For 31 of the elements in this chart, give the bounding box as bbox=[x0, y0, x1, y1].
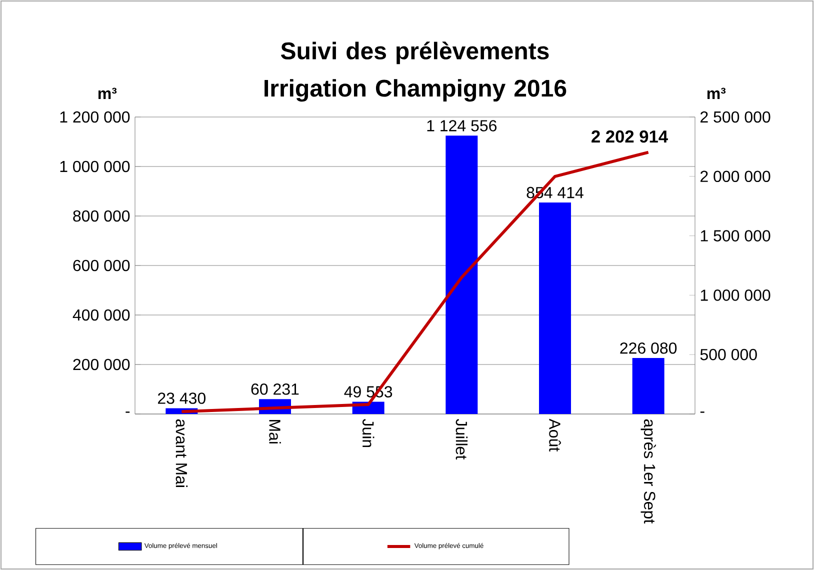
x-tick-label: Juin bbox=[362, 418, 374, 448]
y-tick-label: 1 200 000 bbox=[60, 111, 130, 123]
y-axis-title: m³ bbox=[98, 88, 117, 99]
x-tick-label: Juillet bbox=[456, 418, 468, 460]
y2-tick-label: 500 000 bbox=[700, 348, 757, 360]
y2-tick-label: - bbox=[700, 412, 704, 413]
y2-tick-label: 1 500 000 bbox=[700, 230, 770, 242]
y2-tick-label: 2 500 000 bbox=[700, 111, 770, 123]
y2-tick-label: 1 000 000 bbox=[700, 290, 770, 301]
data-label: 1 124 556 bbox=[427, 120, 497, 132]
x-tick-label: avant Mai bbox=[176, 419, 188, 487]
chart-title: Suivi des prélèvements Irrigation Champigny 2016 bbox=[264, 42, 566, 102]
data-label: 226 080 bbox=[620, 342, 677, 354]
y-tick-label: 800 000 bbox=[73, 210, 130, 222]
bar bbox=[446, 136, 478, 414]
bar bbox=[539, 202, 571, 414]
data-label: 60 231 bbox=[251, 383, 299, 395]
y2-tick-label: 2 000 000 bbox=[700, 170, 770, 182]
data-label: 23 430 bbox=[158, 392, 206, 404]
y-tick-label: 400 000 bbox=[72, 309, 130, 321]
y2-axis-title: m³ bbox=[707, 88, 726, 99]
x-tick-label: après 1er Sept bbox=[640, 419, 656, 524]
bar bbox=[632, 358, 664, 414]
data-label: 2 202 914 bbox=[592, 130, 668, 143]
x-tick-label: Mai bbox=[269, 420, 281, 444]
y-tick-label: 600 000 bbox=[73, 260, 130, 272]
x-tick-label: Août bbox=[549, 418, 561, 452]
y-tick-label: 1 000 000 bbox=[60, 160, 130, 172]
y-tick-label: 200 000 bbox=[73, 358, 130, 370]
line-series bbox=[180, 150, 650, 414]
y-tick-label: - bbox=[126, 412, 130, 413]
